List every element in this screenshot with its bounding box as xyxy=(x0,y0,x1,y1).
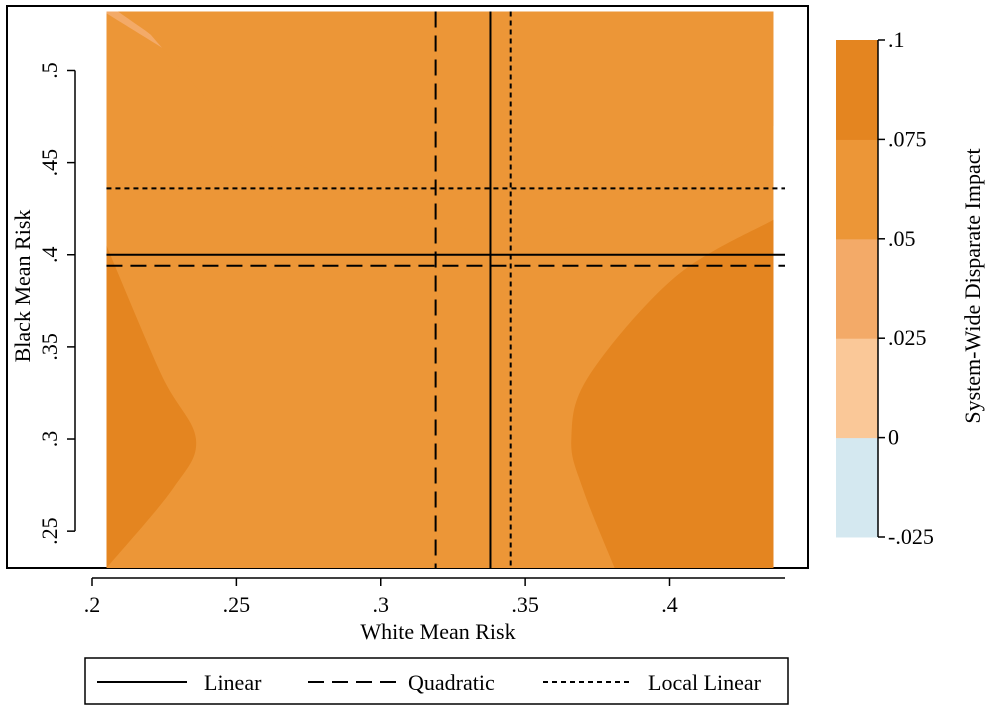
colorbar-band xyxy=(836,437,878,538)
legend-label: Quadratic xyxy=(408,670,495,695)
x-tick-label: .35 xyxy=(511,592,539,617)
legend: Linear Quadratic Local Linear xyxy=(84,657,789,705)
colorbar: .1 .075 .05 .025 0 -.025 xyxy=(836,27,934,549)
colorbar-tick-label: .1 xyxy=(888,27,905,52)
colorbar-band xyxy=(836,139,878,240)
y-tick-label: .35 xyxy=(37,333,62,361)
x-tick-label: .25 xyxy=(223,592,251,617)
colorbar-tick-label: .05 xyxy=(888,226,916,251)
colorbar-tick-label: -.025 xyxy=(888,524,934,549)
legend-label: Linear xyxy=(204,670,262,695)
colorbar-tick-label: .075 xyxy=(888,126,927,151)
y-tick-label: .5 xyxy=(37,62,62,79)
colorbar-title: System-Wide Disparate Impact xyxy=(960,148,985,423)
legend-label: Local Linear xyxy=(648,670,762,695)
y-tick-label: .25 xyxy=(37,517,62,545)
y-tick-label: .4 xyxy=(37,247,62,263)
region-level-3 xyxy=(117,11,774,242)
estimate-lines xyxy=(106,11,785,568)
contour-fills xyxy=(106,11,774,568)
x-tick-label: .2 xyxy=(84,592,101,617)
legend-box xyxy=(84,657,789,705)
x-tick-label: .3 xyxy=(373,592,390,617)
y-axis-title: Black Mean Risk xyxy=(10,210,35,363)
y-tick-label: .45 xyxy=(37,149,62,177)
colorbar-tick-label: 0 xyxy=(888,425,899,450)
x-tick-label: .4 xyxy=(661,592,678,617)
colorbar-band xyxy=(836,40,878,140)
y-tick-label: .3 xyxy=(37,431,62,448)
colorbar-band xyxy=(836,338,878,439)
colorbar-band xyxy=(836,238,878,339)
x-axis-title: White Mean Risk xyxy=(360,619,515,644)
region-level-4-right xyxy=(571,219,774,568)
colorbar-tick-label: .025 xyxy=(888,325,927,350)
axes: .2 .25 .3 .35 .4 .25 .3 .35 .4 .45 .5 xyxy=(37,62,785,617)
region-level-4-left xyxy=(106,245,197,568)
